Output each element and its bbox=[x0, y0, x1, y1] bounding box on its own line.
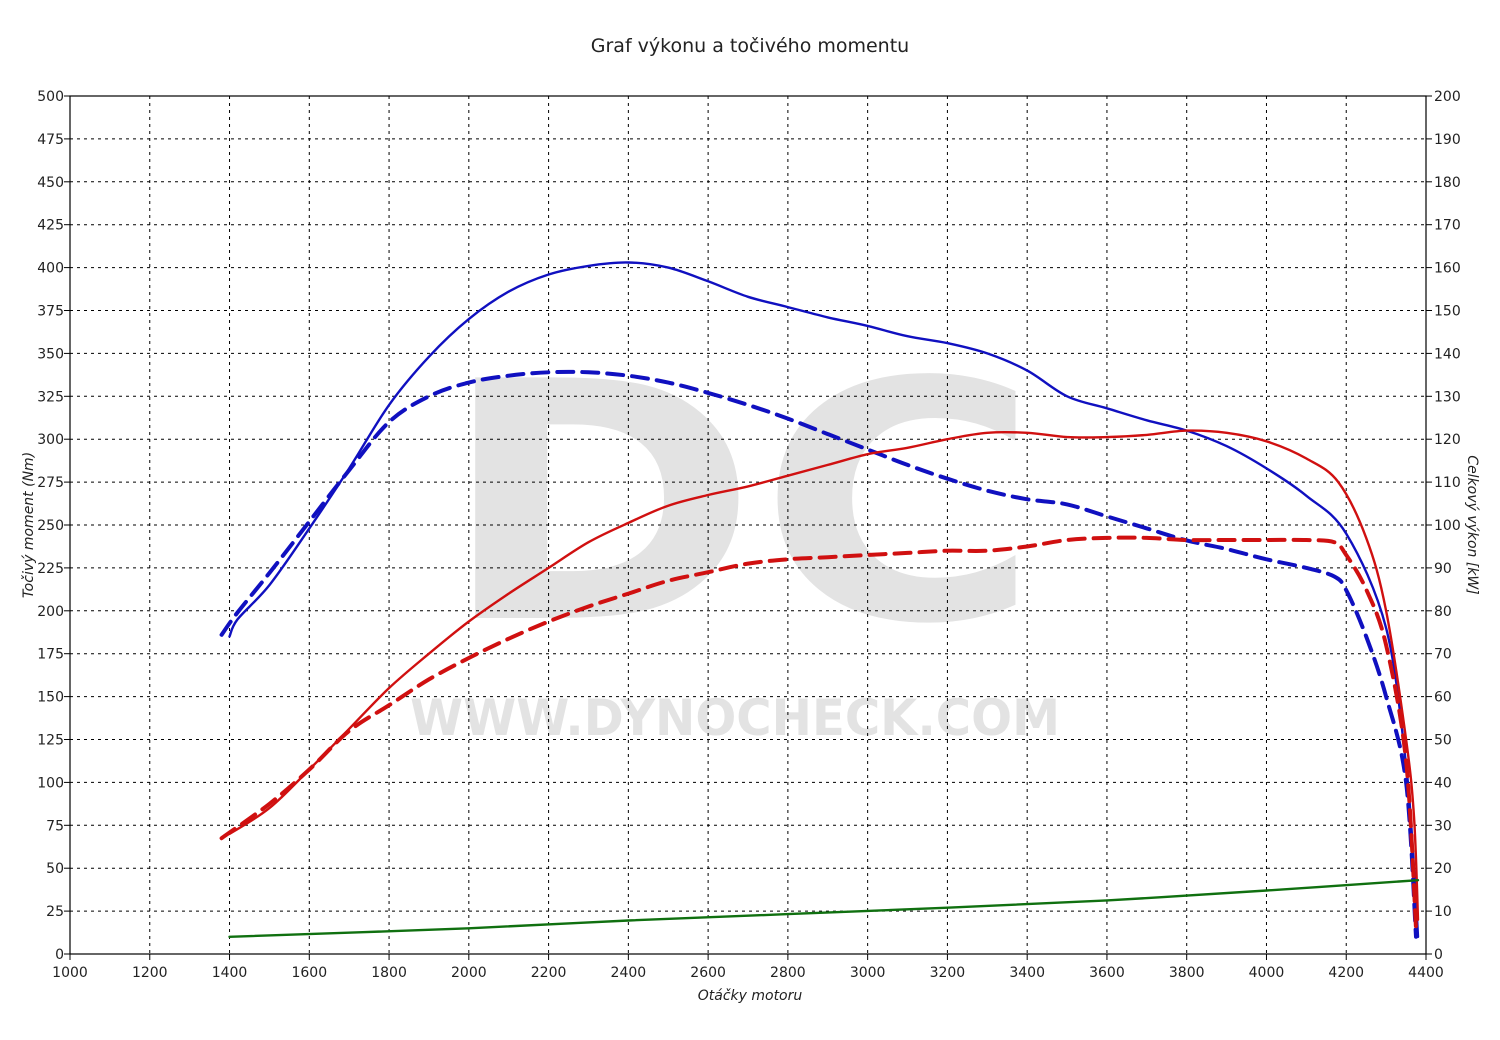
x-tick-label: 3200 bbox=[930, 965, 966, 981]
y-axis-ticks: 0 25 50 75 100 125 150 175 200 225 250 275 300 325 350… bbox=[37, 89, 70, 963]
x-tick-label: 1600 bbox=[291, 965, 327, 981]
series-line-3 bbox=[228, 429, 1420, 921]
y2-tick-label: 120 bbox=[1434, 432, 1461, 448]
y2-tick-label: 80 bbox=[1434, 604, 1452, 620]
x-tick-label: 3600 bbox=[1089, 965, 1125, 981]
y-tick-label: 25 bbox=[46, 904, 64, 920]
y2-tick-label: 40 bbox=[1434, 775, 1452, 791]
y-tick-label: 200 bbox=[37, 604, 64, 620]
y-tick-label: 450 bbox=[37, 175, 64, 191]
watermark-text: WWW.DYNOCHECK.COM bbox=[410, 689, 1060, 747]
y-tick-label: 75 bbox=[46, 818, 64, 834]
y-tick-label: 425 bbox=[37, 218, 64, 234]
y-tick-label: 475 bbox=[37, 132, 64, 148]
y2-tick-label: 100 bbox=[1434, 518, 1461, 534]
x-tick-label: 3400 bbox=[1009, 965, 1045, 981]
series-line-1 bbox=[228, 261, 1420, 938]
x-tick-label: 2000 bbox=[451, 965, 487, 981]
y2-tick-label: 10 bbox=[1434, 904, 1452, 920]
y-tick-label: 125 bbox=[37, 733, 64, 749]
series-layer bbox=[219, 261, 1420, 939]
series-line-5 bbox=[228, 879, 1420, 938]
x-tick-label: 1200 bbox=[132, 965, 168, 981]
x-tick-label: 1000 bbox=[52, 965, 88, 981]
watermark-logo: DC bbox=[440, 312, 1040, 696]
y2-tick-label: 190 bbox=[1434, 132, 1461, 148]
y2-tick-label: 70 bbox=[1434, 647, 1452, 663]
y2-tick-label: 200 bbox=[1434, 89, 1461, 105]
x-tick-label: 2400 bbox=[611, 965, 647, 981]
y2-tick-label: 60 bbox=[1434, 690, 1452, 706]
y2-tick-label: 90 bbox=[1434, 561, 1452, 577]
x-tick-label: 2800 bbox=[770, 965, 806, 981]
x-tick-label: 2600 bbox=[690, 965, 726, 981]
y2-axis-ticks: 0 10 20 30 40 50 60 70 80 90 100 110 120 130 140 150 160… bbox=[1426, 89, 1461, 963]
y-tick-label: 50 bbox=[46, 861, 64, 877]
chart-title: Graf výkonu a točivého momentu bbox=[591, 35, 909, 57]
y2-tick-label: 180 bbox=[1434, 175, 1461, 191]
y2-tick-label: 20 bbox=[1434, 861, 1452, 877]
x-tick-label: 4000 bbox=[1249, 965, 1285, 981]
y-tick-label: 325 bbox=[37, 389, 64, 405]
y2-tick-label: 110 bbox=[1434, 475, 1461, 491]
y-tick-label: 150 bbox=[37, 690, 64, 706]
y2-tick-label: 160 bbox=[1434, 261, 1461, 277]
x-tick-label: 2200 bbox=[531, 965, 567, 981]
x-tick-label: 1800 bbox=[371, 965, 407, 981]
y2-tick-label: 30 bbox=[1434, 818, 1452, 834]
y-axis-label: Točivý moment (Nm) bbox=[21, 452, 37, 598]
y-tick-label: 375 bbox=[37, 304, 64, 320]
y2-tick-label: 140 bbox=[1434, 346, 1461, 362]
y-tick-label: 300 bbox=[37, 432, 64, 448]
x-tick-label: 4400 bbox=[1408, 965, 1444, 981]
x-tick-label: 1400 bbox=[212, 965, 248, 981]
x-tick-label: 4200 bbox=[1328, 965, 1364, 981]
grid bbox=[70, 96, 1426, 954]
y2-tick-label: 130 bbox=[1434, 389, 1461, 405]
y2-tick-label: 150 bbox=[1434, 304, 1461, 320]
series-line-4 bbox=[219, 535, 1418, 931]
y2-axis-label: Celkový výkon [kW] bbox=[1464, 455, 1480, 594]
y-tick-label: 175 bbox=[37, 647, 64, 663]
x-tick-label: 3000 bbox=[850, 965, 886, 981]
x-axis-label: Otáčky motoru bbox=[698, 988, 803, 1004]
x-axis-ticks: 1000 1200 1400 1600 1800 2000 2200 2400 2600 2800… bbox=[52, 954, 1444, 981]
y-tick-label: 250 bbox=[37, 518, 64, 534]
y-tick-label: 400 bbox=[37, 261, 64, 277]
y-tick-label: 100 bbox=[37, 775, 64, 791]
y-tick-label: 275 bbox=[37, 475, 64, 491]
y2-tick-label: 0 bbox=[1434, 947, 1443, 963]
y-tick-label: 500 bbox=[37, 89, 64, 105]
x-tick-label: 3800 bbox=[1169, 965, 1205, 981]
y-tick-label: 350 bbox=[37, 346, 64, 362]
y2-tick-label: 170 bbox=[1434, 218, 1461, 234]
y2-tick-label: 50 bbox=[1434, 733, 1452, 749]
y-tick-label: 225 bbox=[37, 561, 64, 577]
y-tick-label: 0 bbox=[55, 947, 64, 963]
